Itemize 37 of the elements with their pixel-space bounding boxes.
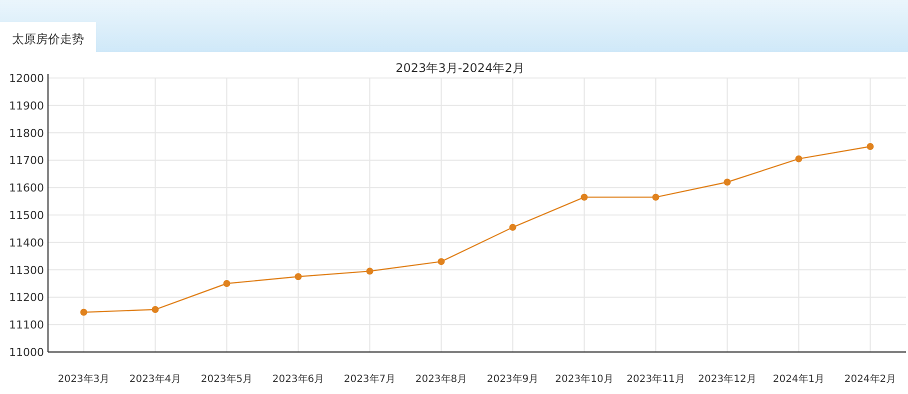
- x-tick-label: 2023年3月: [58, 373, 110, 385]
- y-tick-label: 11300: [9, 264, 44, 277]
- y-tick-label: 11200: [9, 291, 44, 304]
- y-tick-label: 11000: [9, 346, 44, 359]
- y-tick-label: 11400: [9, 236, 44, 250]
- point: [438, 258, 445, 266]
- y-tick-label: 11900: [9, 99, 44, 112]
- y-tick-label: 11100: [9, 318, 44, 332]
- x-tick-label: 2024年1月: [772, 373, 825, 385]
- y-tick-label: 11800: [9, 126, 44, 140]
- point: [366, 268, 374, 275]
- point: [223, 280, 230, 287]
- point: [724, 178, 731, 186]
- x-tick-label: 2023年7月: [344, 373, 396, 385]
- x-tick-label: 2023年5月: [200, 373, 253, 385]
- point: [866, 143, 874, 150]
- x-tick-label: 2023年11月: [626, 373, 685, 385]
- point: [294, 273, 302, 280]
- point: [80, 308, 88, 316]
- y-tick-label: 11500: [9, 209, 44, 222]
- x-tick-label: 2024年2月: [844, 373, 896, 385]
- x-tick-label: 2023年6月: [272, 373, 324, 385]
- x-tick-label: 2023年4月: [129, 373, 182, 385]
- point: [580, 194, 588, 201]
- point: [795, 155, 802, 162]
- x-tick-label: 2023年9月: [486, 373, 539, 385]
- y-tick-label: 11700: [9, 154, 44, 168]
- point: [152, 306, 159, 314]
- y-tick-label: 12000: [9, 72, 44, 85]
- chart-subtitle: 2023年3月-2024年2月: [396, 61, 524, 75]
- x-tick-label: 2023年8月: [415, 373, 468, 385]
- x-tick-label: 2023年10月: [555, 373, 614, 385]
- point: [652, 194, 660, 201]
- chart-title: 太原房价走势: [12, 32, 84, 46]
- y-tick-label: 11600: [9, 182, 44, 195]
- x-tick-label: 2023年12月: [698, 373, 756, 385]
- point: [509, 224, 516, 231]
